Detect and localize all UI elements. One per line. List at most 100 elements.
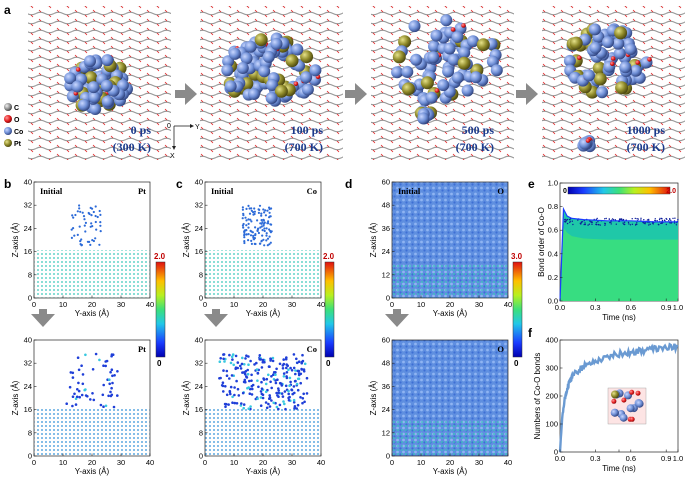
scatter-point bbox=[596, 217, 598, 220]
scatter-point bbox=[658, 219, 661, 221]
density-d-bot: 0 10 20 30 40 0 12 24 36 48 60 Y-axis (Å) Z-axis (Å)… bbox=[369, 336, 512, 477]
transition-arrows bbox=[175, 83, 538, 105]
y-tick-label: 100 bbox=[545, 420, 558, 429]
density-point bbox=[263, 221, 266, 224]
density-point bbox=[247, 218, 250, 221]
density-point bbox=[250, 393, 254, 396]
x-axis-label: Time (ns) bbox=[602, 313, 636, 322]
density-point bbox=[239, 404, 243, 407]
scatter-point bbox=[584, 222, 586, 224]
element-label: Co bbox=[307, 186, 317, 196]
pt-atom bbox=[420, 76, 434, 90]
scatter-point bbox=[660, 222, 662, 225]
density-point bbox=[248, 212, 252, 215]
y-tick-label: 60 bbox=[382, 336, 390, 345]
density-point bbox=[265, 239, 268, 242]
co-atom bbox=[100, 79, 113, 92]
density-point bbox=[287, 389, 290, 393]
scatter-point bbox=[657, 223, 660, 226]
panel-label-c: c bbox=[176, 177, 183, 191]
legend-label-pt: Pt bbox=[14, 141, 22, 148]
density-point bbox=[249, 218, 252, 221]
x-tick-label: 30 bbox=[475, 300, 483, 309]
density-point bbox=[294, 379, 297, 383]
y-tick-label: 40 bbox=[24, 178, 32, 187]
density-point bbox=[68, 385, 72, 389]
density-point bbox=[245, 229, 248, 232]
density-point bbox=[235, 402, 239, 405]
x-tick-label: 30 bbox=[475, 458, 483, 467]
y-tick-label: 40 bbox=[195, 336, 203, 345]
density-point bbox=[259, 226, 262, 229]
density-point bbox=[267, 373, 270, 377]
density-point bbox=[101, 393, 105, 397]
density-point bbox=[288, 384, 291, 388]
density-point bbox=[250, 373, 253, 377]
density-point bbox=[74, 403, 78, 406]
co-atom bbox=[451, 31, 464, 43]
x-axis-label: Time (ns) bbox=[602, 464, 636, 473]
scatter-point bbox=[611, 218, 614, 220]
density-point bbox=[293, 407, 296, 410]
scatter-point bbox=[643, 219, 645, 221]
co-atom bbox=[447, 53, 460, 66]
density-point bbox=[292, 366, 296, 370]
density-point bbox=[113, 374, 116, 377]
density-point bbox=[245, 376, 249, 379]
density-point bbox=[287, 398, 291, 402]
density-point bbox=[262, 224, 265, 227]
density-point bbox=[233, 401, 237, 405]
density-point bbox=[98, 358, 101, 362]
density-point bbox=[90, 222, 93, 225]
density-point bbox=[110, 393, 114, 397]
density-point bbox=[247, 204, 250, 207]
density-point bbox=[253, 210, 256, 213]
density-point bbox=[89, 398, 92, 401]
density-point bbox=[84, 353, 87, 357]
scatter-point bbox=[591, 223, 593, 225]
y-tick-label: 24 bbox=[24, 382, 32, 391]
density-point bbox=[239, 364, 242, 368]
co-atom bbox=[64, 72, 77, 85]
substrate-lattice bbox=[392, 263, 508, 298]
density-point bbox=[264, 382, 268, 386]
x-tick-label: 10 bbox=[417, 300, 425, 309]
density-point bbox=[285, 371, 289, 374]
density-point bbox=[282, 362, 286, 366]
density-point bbox=[102, 383, 105, 387]
density-point bbox=[278, 403, 282, 407]
scatter-point bbox=[566, 218, 569, 221]
scatter-point bbox=[672, 217, 674, 220]
scatter-point bbox=[640, 217, 642, 219]
x-tick-label: 20 bbox=[446, 458, 454, 467]
axes-x-label: X bbox=[170, 153, 175, 160]
density-point bbox=[98, 243, 101, 246]
x-axis-label: Y-axis (Å) bbox=[75, 309, 110, 318]
pt-atom bbox=[476, 38, 490, 52]
scatter-point bbox=[648, 218, 650, 221]
co-atom bbox=[78, 99, 90, 111]
x-tick-label: 0 bbox=[32, 458, 36, 467]
density-point bbox=[284, 407, 287, 411]
snapshot-time-3: 1000 ps bbox=[627, 123, 666, 137]
density-point bbox=[259, 242, 262, 245]
density-point bbox=[254, 361, 258, 365]
y-tick-label: 8 bbox=[199, 428, 203, 437]
y-arrowhead-icon bbox=[190, 124, 194, 128]
y-tick-label: 1.0 bbox=[548, 179, 558, 188]
density-point bbox=[257, 385, 260, 389]
pt-atom bbox=[392, 50, 406, 64]
density-point bbox=[257, 231, 260, 235]
o-atom bbox=[434, 88, 440, 93]
x-tick-label: 0.3 bbox=[590, 303, 600, 312]
density-point bbox=[260, 214, 263, 217]
colorbar-b: 2.0 0 bbox=[154, 252, 166, 368]
colorbar-c: 2.0 0 bbox=[323, 252, 335, 368]
element-label: O bbox=[497, 344, 504, 354]
density-panels: 0 10 20 30 40 0 8 16 24 32 40 Y-axis (Å) Z-axis (Å) I… bbox=[11, 178, 512, 477]
density-point bbox=[222, 353, 225, 356]
scatter-point bbox=[668, 220, 670, 222]
density-point bbox=[268, 243, 271, 246]
scatter-point bbox=[604, 218, 606, 220]
